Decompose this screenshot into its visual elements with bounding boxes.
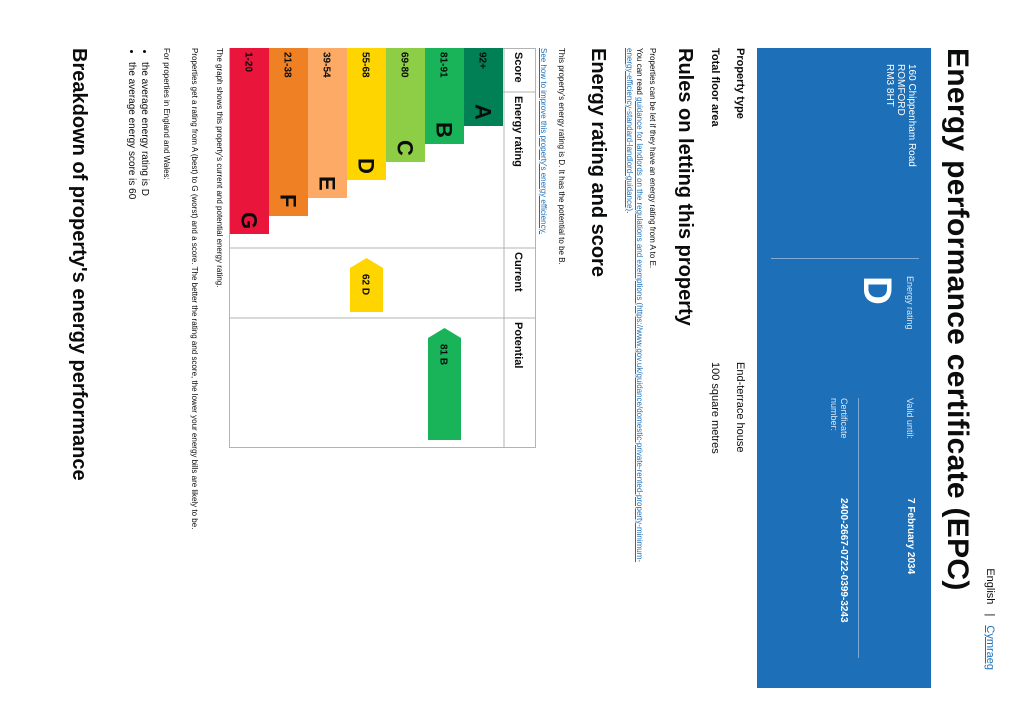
band-score-c: 69-80 [399,52,410,78]
floor-area-value: 100 square metres [709,362,721,454]
chart-caption: The graph shows this property's current … [215,48,224,288]
rating-band-e [308,48,347,198]
band-letter-g: G [237,212,262,229]
panel-divider [771,258,919,259]
band-letter-d: D [354,158,379,174]
rating-band-f [269,48,308,216]
band-score-f: 21-38 [282,52,293,78]
property-address: 160 Chippenham Road ROMFORD RM3 8HT [884,64,917,167]
band-score-a: 92+ [477,52,488,69]
valid-until-label: Valid until: [905,398,915,439]
floor-area-label: Total floor area [709,48,721,127]
landlord-guidance-link[interactable]: guidance for landlords on the regulation… [625,48,644,563]
rating-scale-text: Properties get a rating from A (best) to… [190,48,199,530]
list-item: the average energy score is 60 [125,62,138,199]
rules-heading: Rules on letting this property [674,48,696,326]
panel-inner-divider [858,398,859,658]
rating-band-d [347,48,386,180]
current-rating-arrow [350,258,383,312]
improve-efficiency-link[interactable]: See how to improve this property's energ… [539,48,548,235]
rules-guidance: You can read guidance for landlords on t… [625,48,644,563]
list-item: the average energy rating is D [138,62,151,199]
header-energy-rating: Energy rating [512,96,524,167]
breakdown-heading: Breakdown of property's energy performan… [68,48,90,481]
band-score-g: 1-20 [243,52,254,72]
band-letter-a: A [471,104,496,120]
energy-rating-heading: Energy rating and score [587,48,609,277]
rating-summary: This property's energy rating is D. It h… [557,48,566,265]
averages-intro: For properties in England and Wales: [162,48,171,180]
certificate-number-label: Certificate number: [829,398,849,439]
band-letter-b: B [432,122,457,138]
summary-panel: 160 Chippenham Road ROMFORD RM3 8HT Ener… [757,48,929,688]
band-score-b: 81-91 [438,52,449,78]
property-type-label: Property type [734,48,746,119]
rating-band-c [386,48,425,162]
band-letter-e: E [315,176,340,191]
band-score-e: 39-54 [321,52,332,78]
language-english: English [984,568,996,605]
title-rule [929,48,931,688]
rating-band-b [425,48,464,144]
potential-rating-arrow [428,328,461,440]
band-score-d: 55-68 [360,52,371,78]
potential-rating-arrow-label: 81 B [438,344,449,365]
certificate-number-value: 2400-2667-0722-0399-3243 [838,498,849,623]
header-score: Score [512,52,524,83]
rating-band-g [230,48,269,234]
band-letter-f: F [276,194,301,207]
property-type-value: End-terrace house [734,362,746,453]
header-current: Current [512,252,524,292]
page-title: Energy performance certificate (EPC) [941,48,974,591]
energy-rating-letter: D [855,276,899,305]
header-potential: Potential [512,322,524,368]
epc-rating-chart: Score Energy rating Current Potential 92+ A 81… [229,48,536,448]
band-letter-c: C [393,140,418,156]
rating-band-a [464,48,503,126]
energy-rating-label: Energy rating [905,276,915,330]
averages-list: the average energy rating is D the avera… [125,48,151,199]
language-welsh-link[interactable]: Cymraeg [984,625,996,670]
valid-until-value: 7 February 2034 [905,498,916,575]
current-rating-arrow-label: 62 D [360,274,371,295]
rules-intro: Properties can be let if they have an en… [648,48,657,269]
language-switcher: English | Cymraeg [984,568,996,670]
